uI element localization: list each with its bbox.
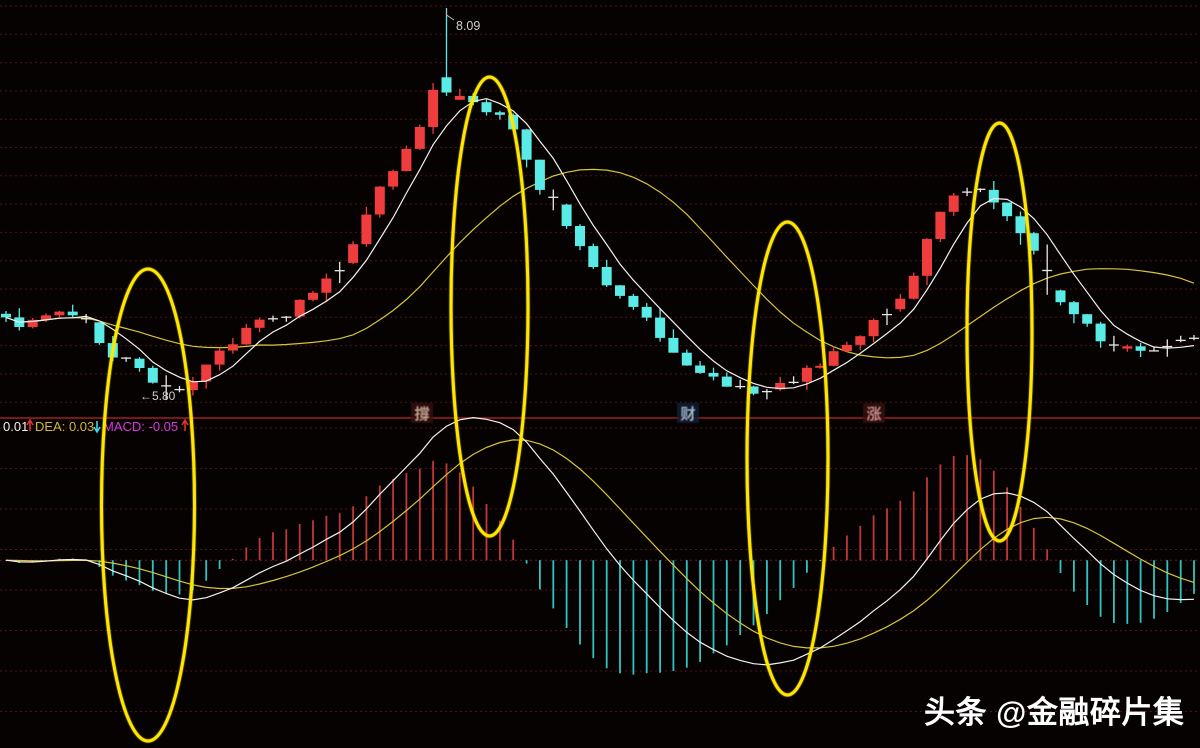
svg-text:DEA: 0.03: DEA: 0.03 bbox=[35, 419, 94, 434]
svg-text:财: 财 bbox=[680, 406, 695, 423]
svg-text:MACD: -0.05: MACD: -0.05 bbox=[103, 419, 178, 434]
svg-text:涨: 涨 bbox=[866, 406, 881, 423]
svg-text:头条 @金融碎片集: 头条 @金融碎片集 bbox=[924, 695, 1184, 730]
svg-text:撐: 撐 bbox=[414, 406, 429, 423]
svg-text:8.09: 8.09 bbox=[456, 19, 480, 33]
svg-text:←5.80: ←5.80 bbox=[140, 389, 176, 403]
svg-text:0.01: 0.01 bbox=[3, 419, 28, 434]
